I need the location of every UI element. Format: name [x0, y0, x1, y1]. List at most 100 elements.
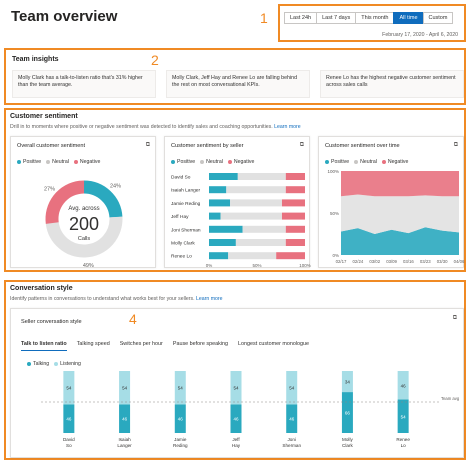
conversation-bar-listening [230, 371, 242, 405]
time-filter-all-time[interactable]: All time [393, 12, 424, 24]
x-tick-label: 100% [299, 263, 311, 268]
tab-switches-per-hour[interactable]: Switches per hour [119, 341, 163, 347]
tab-talk-to-listen-ratio[interactable]: Talk to listen ratio [21, 341, 67, 351]
conversation-bar-listening [341, 371, 353, 393]
seller-label: Renee [396, 437, 410, 442]
conversation-bar-talking [63, 404, 75, 433]
donut-center-value: 200 [69, 214, 99, 234]
seller-label: Joni [287, 437, 295, 442]
bar-data-label: 46 [178, 417, 184, 422]
conversation-style-description: Identify patterns in conversations to un… [10, 296, 223, 302]
seller-bar-positive [209, 199, 231, 207]
conversation-bar-talking [119, 404, 131, 433]
bar-data-label: 46 [289, 417, 295, 422]
legend-neutral: Neutral [200, 159, 223, 165]
time-filter-last-24h[interactable]: Last 24h [284, 12, 318, 24]
x-tick-label: 02/17 [336, 259, 347, 264]
seller-bar-neutral [235, 239, 286, 246]
description-text: Drill in to moments where positive or ne… [10, 124, 273, 130]
x-tick-label: 03/30 [437, 259, 448, 264]
conversation-bar-talking [230, 404, 242, 433]
seller-bar-positive [209, 252, 229, 260]
seller-bar-negative [276, 252, 305, 260]
donut-center-label: Avg. across [68, 206, 99, 212]
insight-card[interactable]: Renee Lo has the highest negative custom… [320, 70, 464, 98]
sentiment-over-time-chart: 0% 50% 100% 02/17 02/24 03/02 03/09 03/16 03/23 0… [327, 169, 465, 264]
donut-slice-neutral [45, 180, 123, 258]
time-filter: Last 24h Last 7 days This month All time… [284, 12, 454, 24]
tab-pause-before-speaking[interactable]: Pause before speaking [172, 341, 229, 347]
seller-label: Sherman [282, 443, 301, 448]
seller-bar-positive [209, 186, 227, 194]
seller-label: Molly Clark [171, 241, 195, 247]
x-tick-label: 50% [252, 263, 261, 268]
bar-data-label: 46 [401, 383, 407, 388]
more-options-icon[interactable]: ⧉ [299, 142, 304, 148]
x-tick-label: 03/02 [369, 259, 380, 264]
bar-data-label: 46 [233, 417, 239, 422]
conversation-style-section: Conversation style Identify patterns in … [4, 280, 466, 460]
conversation-bar-listening [286, 371, 298, 405]
donut-data-label: 49% [83, 263, 94, 269]
seller-label: Jeff [232, 437, 240, 442]
conversation-bar-talking [174, 404, 186, 433]
area-series-neutral [341, 194, 459, 234]
seller-bar-neutral [226, 186, 286, 194]
page-title: Team overview [11, 8, 118, 25]
area-series-negative [341, 171, 459, 197]
customer-sentiment-title: Customer sentiment [10, 113, 78, 120]
description-text: Identify patterns in conversations to un… [10, 296, 195, 302]
conversation-bar-listening [174, 371, 186, 405]
sentiment-over-time-card: Customer sentiment over time ⧉ Positive … [318, 136, 465, 268]
seller-conversation-style-card: Seller conversation style ⧉ 4 Talk to li… [10, 308, 464, 458]
sentiment-legend: Positive Neutral Negative [325, 159, 408, 165]
seller-conversation-style-title: Seller conversation style [21, 319, 82, 325]
conversation-legend: Talking Listening [27, 361, 81, 367]
legend-positive: Positive [171, 159, 195, 165]
seller-label: David [63, 437, 75, 442]
time-filter-custom[interactable]: Custom [422, 12, 454, 24]
conversation-bar-talking [341, 392, 353, 433]
learn-more-link[interactable]: Learn more [274, 124, 301, 130]
insight-card[interactable]: Molly Clark has a talk-to-listen ratio t… [12, 70, 156, 98]
legend-talking: Talking [27, 361, 49, 367]
x-tick-label: 02/24 [352, 259, 363, 264]
conversation-bar-listening [397, 371, 409, 400]
seller-bar-neutral [228, 252, 277, 260]
area-series-positive [341, 227, 459, 255]
overall-sentiment-title: Overall customer sentiment [17, 143, 86, 149]
time-filter-highlight: Last 24h Last 7 days This month All time… [278, 4, 466, 42]
tab-longest-customer-monologue[interactable]: Longest customer monologue [238, 341, 310, 347]
sentiment-by-seller-chart: David So Isaiah Langer Jamie Reding Jeff Ha… [171, 173, 311, 268]
legend-listening: Listening [54, 361, 81, 367]
x-tick-label: 03/16 [403, 259, 414, 264]
customer-sentiment-section: Customer sentiment Drill in to moments w… [4, 108, 466, 272]
y-tick-label: 0% [332, 253, 339, 258]
more-options-icon[interactable]: ⧉ [453, 142, 458, 148]
x-tick-label: 03/23 [420, 259, 431, 264]
y-tick-label: 50% [330, 211, 339, 216]
sentiment-over-time-title: Customer sentiment over time [325, 143, 400, 149]
sentiment-by-seller-card: Customer sentiment by seller ⧉ Positive … [164, 136, 311, 268]
seller-bar-neutral [230, 199, 282, 207]
seller-label: Hay [232, 443, 241, 448]
callout-4: 4 [129, 311, 137, 327]
seller-label: Isaiah [118, 437, 131, 442]
time-filter-this-month[interactable]: This month [355, 12, 395, 24]
bar-data-label: 54 [233, 386, 239, 391]
more-options-icon[interactable]: ⧉ [145, 142, 150, 148]
y-tick-label: 100% [327, 169, 339, 174]
tab-talking-speed[interactable]: Talking speed [76, 341, 110, 347]
bar-data-label: 54 [401, 414, 407, 419]
insight-card[interactable]: Molly Clark, Jeff Hay and Renee Lo are f… [166, 70, 310, 98]
more-options-icon[interactable]: ⧉ [452, 315, 457, 321]
learn-more-link[interactable]: Learn more [196, 296, 223, 302]
time-filter-last-7-days[interactable]: Last 7 days [316, 12, 357, 24]
seller-label: Jamie [174, 437, 187, 442]
bar-data-label: 54 [122, 386, 128, 391]
donut-data-label: 27% [44, 187, 55, 193]
x-tick-label: 04/06 [454, 259, 465, 264]
team-insights-section: Team insights 2 Molly Clark has a talk-t… [4, 48, 466, 105]
legend-positive: Positive [17, 159, 41, 165]
